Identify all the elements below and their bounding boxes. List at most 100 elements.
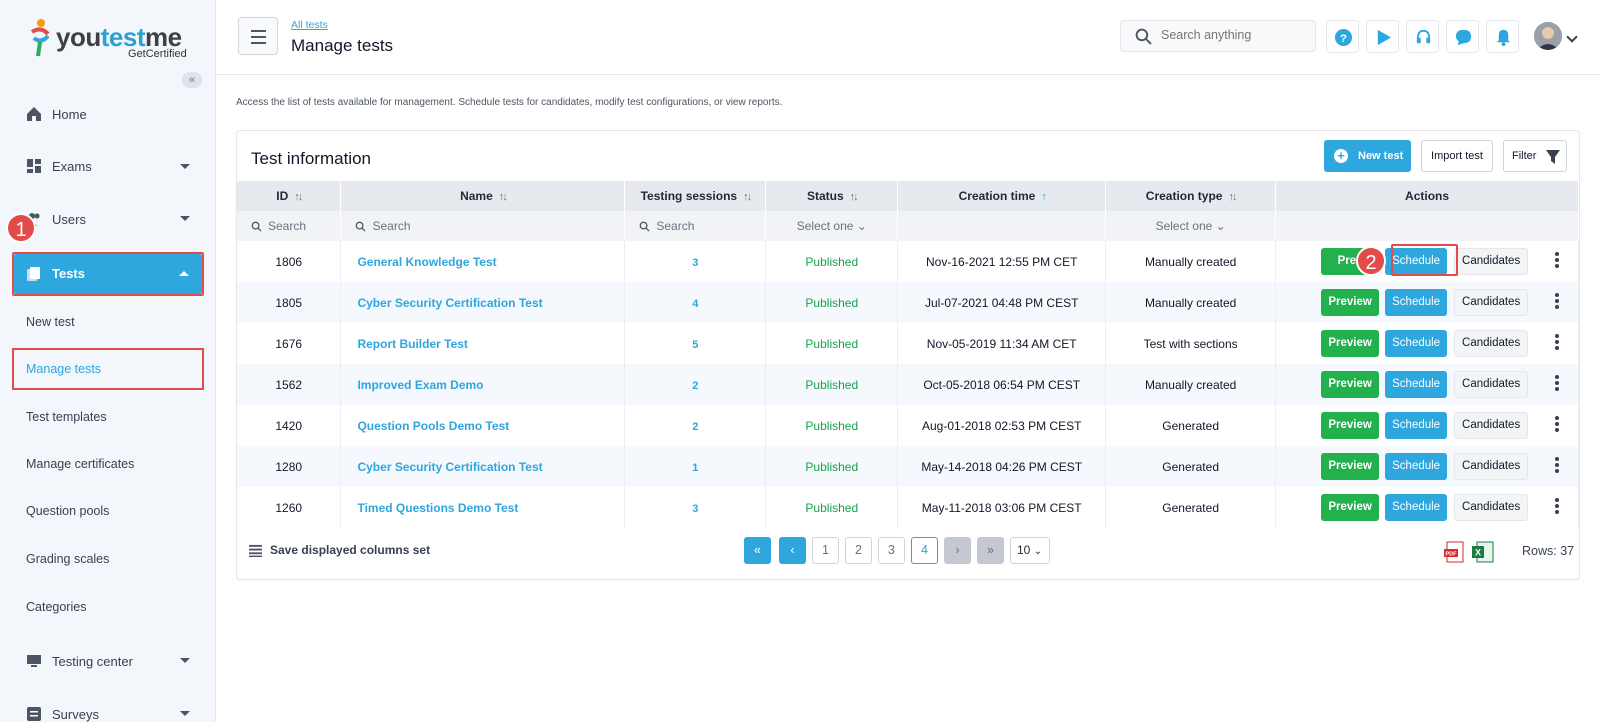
filter-name[interactable]: Search: [340, 211, 626, 241]
brand-logo[interactable]: youtestme GetCertified: [28, 18, 198, 62]
import-test-button[interactable]: Import test: [1421, 140, 1493, 172]
preview-button[interactable]: Preview: [1321, 494, 1380, 521]
sessions-link[interactable]: 3: [692, 502, 699, 515]
test-name-link[interactable]: Cyber Security Certification Test: [340, 446, 626, 487]
sessions-link[interactable]: 4: [692, 297, 699, 310]
test-name-link[interactable]: General Knowledge Test: [340, 241, 626, 282]
more-options-icon[interactable]: [1552, 497, 1562, 517]
sidebar-sub-grading-scales[interactable]: Grading scales: [26, 552, 110, 566]
col-header-id[interactable]: ID ↑↓: [237, 181, 342, 211]
next-page-button[interactable]: ›: [944, 537, 971, 564]
sessions-link[interactable]: 3: [692, 256, 699, 269]
sessions-link[interactable]: 5: [692, 338, 699, 351]
global-search[interactable]: [1120, 20, 1316, 52]
menu-toggle-button[interactable]: [238, 17, 278, 55]
chat-button[interactable]: [1446, 20, 1479, 53]
schedule-button[interactable]: Schedule: [1385, 453, 1448, 480]
new-test-button[interactable]: + New test: [1324, 140, 1411, 172]
test-name-link[interactable]: Cyber Security Certification Test: [340, 282, 626, 323]
rows-per-page-select[interactable]: 10 ⌄: [1010, 537, 1050, 564]
candidates-button[interactable]: Candidates: [1454, 412, 1529, 439]
col-header-status[interactable]: Status ↑↓: [765, 181, 899, 211]
schedule-button[interactable]: Schedule: [1385, 248, 1448, 275]
chevron-down-icon[interactable]: [180, 164, 190, 169]
chevron-up-icon[interactable]: [179, 271, 189, 276]
filter-status-select[interactable]: Select one ⌄: [765, 211, 899, 241]
preview-button[interactable]: Preview: [1321, 412, 1380, 439]
schedule-button[interactable]: Schedule: [1385, 289, 1448, 316]
candidates-button[interactable]: Candidates: [1454, 453, 1529, 480]
col-header-name[interactable]: Name ↑↓: [340, 181, 626, 211]
prev-page-button[interactable]: ‹: [779, 537, 806, 564]
sort-asc-icon[interactable]: ↑: [1041, 191, 1046, 203]
col-header-creation-time[interactable]: Creation time ↑: [897, 181, 1107, 211]
sort-icon[interactable]: ↑↓: [294, 191, 303, 203]
more-options-icon[interactable]: [1552, 251, 1562, 271]
support-button[interactable]: [1406, 20, 1439, 53]
col-header-sessions[interactable]: Testing sessions ↑↓: [624, 181, 767, 211]
chevron-down-icon[interactable]: [180, 711, 190, 716]
play-tutorial-button[interactable]: [1366, 20, 1399, 53]
filter-creation-type-select[interactable]: Select one ⌄: [1105, 211, 1277, 241]
sidebar-item-tests[interactable]: Tests: [14, 254, 202, 294]
more-options-icon[interactable]: [1552, 415, 1562, 435]
candidates-button[interactable]: Candidates: [1454, 248, 1529, 275]
sidebar-item-home[interactable]: Home: [26, 104, 87, 124]
sidebar-sub-test-templates[interactable]: Test templates: [26, 410, 107, 424]
page-3-button[interactable]: 3: [878, 537, 905, 564]
user-avatar[interactable]: [1534, 22, 1562, 50]
sidebar-sub-manage-certificates[interactable]: Manage certificates: [26, 457, 135, 471]
sessions-link[interactable]: 1: [692, 461, 699, 474]
sidebar-sub-question-pools[interactable]: Question pools: [26, 504, 110, 518]
preview-button[interactable]: Preview: [1321, 330, 1380, 357]
col-header-creation-type[interactable]: Creation type ↑↓: [1105, 181, 1277, 211]
sessions-link[interactable]: 2: [692, 420, 699, 433]
more-options-icon[interactable]: [1552, 333, 1562, 353]
global-search-input[interactable]: [1161, 28, 1311, 42]
collapse-sidebar-button[interactable]: «: [182, 72, 202, 88]
sidebar-item-surveys[interactable]: Surveys: [26, 704, 99, 724]
save-columns-button[interactable]: Save displayed columns set: [249, 543, 430, 557]
filter-sessions[interactable]: Search: [624, 211, 767, 241]
sort-icon[interactable]: ↑↓: [498, 191, 508, 203]
page-2-button[interactable]: 2: [845, 537, 872, 564]
candidates-button[interactable]: Candidates: [1454, 330, 1529, 357]
sidebar-item-testing-center[interactable]: Testing center: [26, 651, 133, 671]
candidates-button[interactable]: Candidates: [1454, 371, 1529, 398]
test-name-link[interactable]: Improved Exam Demo: [340, 364, 626, 405]
test-name-link[interactable]: Timed Questions Demo Test: [340, 487, 626, 528]
test-name-link[interactable]: Report Builder Test: [340, 323, 626, 364]
sidebar-sub-categories[interactable]: Categories: [26, 600, 87, 614]
candidates-button[interactable]: Candidates: [1454, 289, 1529, 316]
page-4-button[interactable]: 4: [911, 537, 938, 564]
sort-icon[interactable]: ↑↓: [849, 191, 859, 203]
sidebar-item-exams[interactable]: Exams: [26, 156, 92, 176]
excel-export-icon[interactable]: X: [1472, 541, 1494, 563]
schedule-button[interactable]: Schedule: [1385, 371, 1448, 398]
last-page-button[interactable]: »: [977, 537, 1004, 564]
candidates-button[interactable]: Candidates: [1454, 494, 1529, 521]
chevron-down-icon[interactable]: [1566, 31, 1578, 43]
sidebar-sub-new-test[interactable]: New test: [26, 315, 75, 329]
chevron-down-icon[interactable]: [180, 216, 190, 221]
schedule-button[interactable]: Schedule: [1385, 412, 1448, 439]
sessions-link[interactable]: 2: [692, 379, 699, 392]
filter-id[interactable]: Search: [237, 211, 342, 241]
preview-button[interactable]: Preview: [1321, 289, 1380, 316]
breadcrumb-all-tests[interactable]: All tests: [291, 19, 328, 31]
preview-button[interactable]: Preview: [1321, 371, 1380, 398]
sidebar-sub-manage-tests[interactable]: Manage tests: [26, 362, 102, 376]
page-1-button[interactable]: 1: [812, 537, 839, 564]
sort-icon[interactable]: ↑↓: [1228, 191, 1237, 203]
more-options-icon[interactable]: [1552, 374, 1562, 394]
pdf-export-icon[interactable]: PDF: [1444, 541, 1466, 563]
more-options-icon[interactable]: [1552, 456, 1562, 476]
test-name-link[interactable]: Question Pools Demo Test: [340, 405, 626, 446]
chevron-down-icon[interactable]: [180, 658, 190, 663]
more-options-icon[interactable]: [1552, 292, 1562, 312]
help-button[interactable]: ?: [1326, 20, 1359, 53]
schedule-button[interactable]: Schedule: [1385, 330, 1448, 357]
filter-button[interactable]: Filter: [1503, 140, 1567, 172]
notifications-button[interactable]: [1486, 20, 1519, 53]
first-page-button[interactable]: «: [744, 537, 771, 564]
